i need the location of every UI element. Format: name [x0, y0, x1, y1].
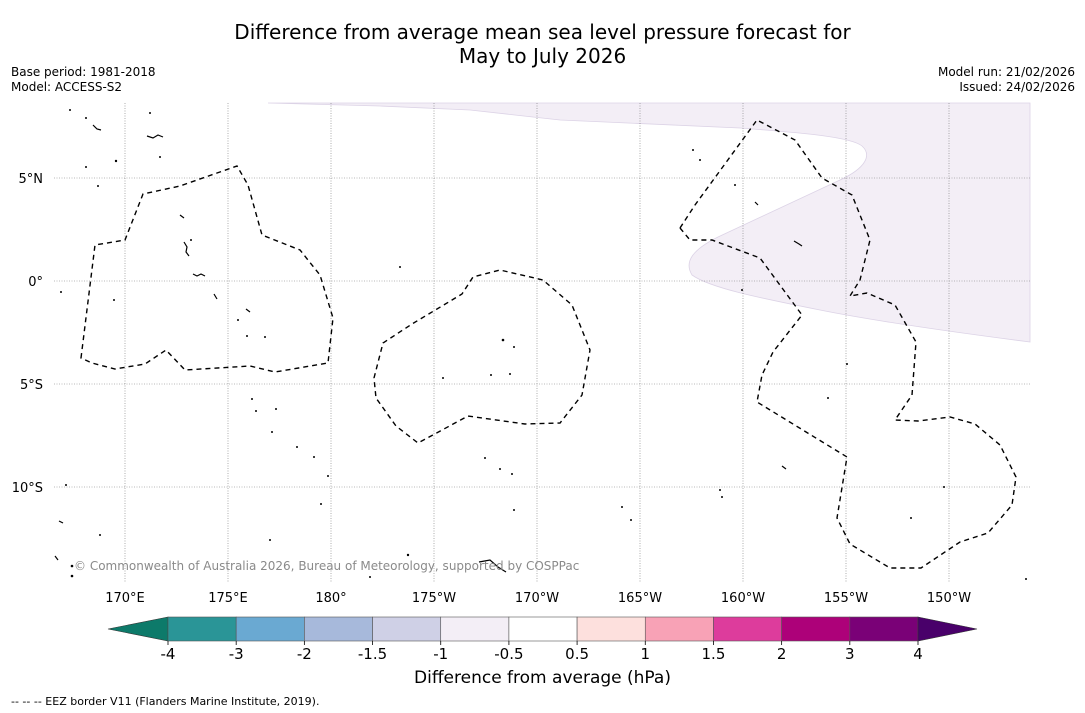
colorbar-segment — [372, 616, 442, 642]
eez-line-islands-west — [679, 227, 1017, 569]
lon-label: 160°W — [721, 591, 765, 606]
issued-date: Issued: 24/02/2026 — [959, 80, 1075, 94]
colorbar-segment — [440, 616, 510, 642]
island — [179, 214, 185, 219]
lon-label: 155°W — [824, 591, 868, 606]
colorbar: -4 -3 -2 -1.5 -1 -0.5 0.5 1 1.5 2 3 4 — [107, 616, 978, 663]
model-name: Model: ACCESS-S2 — [11, 80, 123, 94]
latitude-labels: 5°N 0° 5°S 10°S — [12, 172, 43, 496]
lon-label: 165°W — [618, 591, 662, 606]
colorbar-tick-label: -0.5 — [494, 645, 523, 663]
copyright-notice: © Commonwealth of Australia 2026, Bureau… — [74, 559, 579, 573]
longitude-labels: 170°E 175°E 180° 175°W 170°W 165°W 160°W… — [105, 591, 971, 606]
colorbar-tick-label: -2 — [297, 645, 312, 663]
colorbar-segment — [167, 616, 237, 642]
island — [92, 124, 102, 131]
island — [54, 555, 59, 561]
islands — [54, 124, 803, 573]
map-title: Difference from average mean sea level p… — [0, 20, 1085, 68]
colorbar-segment — [713, 616, 782, 642]
base-period: Base period: 1981-2018 — [11, 65, 156, 79]
colorbar-tick-label: 0.5 — [565, 645, 589, 663]
colorbar-segment — [849, 616, 919, 642]
colorbar-tick-label: 1 — [640, 645, 650, 663]
gridlines — [54, 103, 1030, 582]
anomaly-shading — [267, 102, 1031, 343]
colorbar-tick-label: 4 — [913, 645, 923, 663]
colorbar-tick-label: 1.5 — [702, 645, 726, 663]
colorbar-segment — [304, 616, 373, 642]
colorbar-tick-label: -1.5 — [358, 645, 387, 663]
colorbar-segment — [576, 616, 646, 642]
island — [793, 240, 803, 247]
eez-tokelau — [373, 269, 591, 444]
island — [213, 293, 218, 300]
colorbar-tick-label: -4 — [161, 645, 176, 663]
model-run: Model run: 21/02/2026 — [937, 65, 1075, 79]
island — [58, 520, 64, 524]
lat-label-5n: 5°N — [19, 172, 44, 187]
island — [754, 201, 759, 206]
colorbar-tick-label: -1 — [433, 645, 448, 663]
lon-label: 150°W — [927, 591, 971, 606]
lat-label-10s: 10°S — [12, 481, 43, 496]
map-area: © Commonwealth of Australia 2026, Bureau… — [12, 102, 1031, 606]
lon-label: 180° — [315, 591, 346, 606]
colorbar-title: Difference from average (hPa) — [414, 668, 671, 688]
island-dots — [60, 109, 1027, 580]
colorbar-segment — [235, 616, 305, 642]
colorbar-segment — [781, 616, 851, 642]
colorbar-extension-high — [917, 616, 978, 642]
lat-label-5s: 5°S — [20, 378, 43, 393]
island — [146, 134, 164, 139]
colorbar-segment — [508, 616, 578, 642]
lat-label-0: 0° — [28, 275, 43, 290]
eez-tuvalu-kiribati-west — [80, 165, 334, 373]
island — [245, 308, 251, 313]
lon-label: 170°W — [515, 591, 559, 606]
lon-label: 170°E — [105, 591, 145, 606]
island — [192, 273, 206, 277]
island — [781, 465, 787, 470]
island — [478, 559, 507, 573]
colorbar-extension-low — [107, 616, 169, 642]
title-line-1: Difference from average mean sea level p… — [234, 20, 851, 44]
colorbar-tick-label: 2 — [777, 645, 787, 663]
lon-label: 175°W — [412, 591, 456, 606]
eez-legend: -- -- -- EEZ border V11 (Flanders Marine… — [11, 695, 320, 708]
title-line-2: May to July 2026 — [458, 44, 627, 68]
island — [183, 241, 190, 257]
colorbar-segment — [644, 616, 714, 642]
right-metadata: Model run: 21/02/2026 Issued: 24/02/2026 — [938, 65, 1075, 95]
colorbar-tick-label: -3 — [229, 645, 244, 663]
eez-borders — [80, 119, 1017, 569]
colorbar-tick-label: 3 — [845, 645, 855, 663]
left-metadata: Base period: 1981-2018 Model: ACCESS-S2 — [11, 65, 156, 95]
lon-label: 175°E — [208, 591, 248, 606]
